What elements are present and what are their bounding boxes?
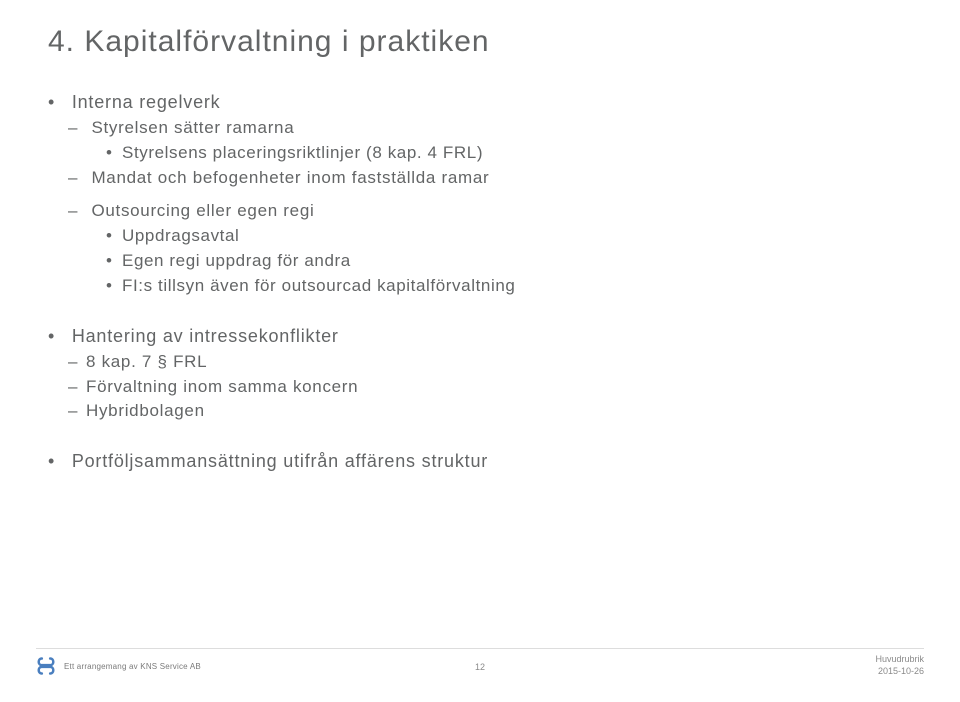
bullet-item: Hantering av intressekonflikter 8 kap. 7… bbox=[48, 326, 912, 424]
logo-icon bbox=[36, 656, 56, 676]
footer: Ett arrangemang av KNS Service AB 12 Huv… bbox=[0, 648, 960, 684]
sub-item: Mandat och befogenheter inom fastställda… bbox=[68, 167, 912, 190]
subsub-label: Uppdragsavtal bbox=[122, 226, 239, 245]
subsub-item: Styrelsens placeringsriktlinjer (8 kap. … bbox=[106, 142, 912, 165]
subsub-list: Uppdragsavtal Egen regi uppdrag för andr… bbox=[68, 225, 912, 298]
sub-item: Förvaltning inom samma koncern bbox=[68, 376, 912, 399]
sub-label: 8 kap. 7 § FRL bbox=[86, 352, 207, 371]
sub-label: Outsourcing eller egen regi bbox=[91, 201, 314, 220]
footer-left: Ett arrangemang av KNS Service AB bbox=[36, 656, 201, 676]
sub-label: Förvaltning inom samma koncern bbox=[86, 377, 358, 396]
subsub-label: Egen regi uppdrag för andra bbox=[122, 251, 351, 270]
sub-item: Hybridbolagen bbox=[68, 400, 912, 423]
subsub-item: Uppdragsavtal bbox=[106, 225, 912, 248]
page-number: 12 bbox=[475, 662, 485, 672]
footer-right-bottom: 2015-10-26 bbox=[875, 666, 924, 678]
bullet-label: Interna regelverk bbox=[72, 92, 221, 112]
sub-item: Styrelsen sätter ramarna Styrelsens plac… bbox=[68, 117, 912, 165]
footer-right: Huvudrubrik 2015-10-26 bbox=[875, 654, 924, 677]
subsub-label: FI:s tillsyn även för outsourcad kapital… bbox=[122, 276, 515, 295]
footer-left-text: Ett arrangemang av KNS Service AB bbox=[64, 662, 201, 671]
footer-right-top: Huvudrubrik bbox=[875, 654, 924, 666]
sub-item: Outsourcing eller egen regi Uppdragsavta… bbox=[68, 200, 912, 298]
bullet-label: Portföljsammansättning utifrån affärens … bbox=[72, 451, 488, 471]
sub-list: Outsourcing eller egen regi Uppdragsavta… bbox=[48, 200, 912, 298]
slide: 4. Kapitalförvaltning i praktiken Intern… bbox=[0, 0, 960, 702]
bullet-label: Hantering av intressekonflikter bbox=[72, 326, 339, 346]
subsub-list: Styrelsens placeringsriktlinjer (8 kap. … bbox=[68, 142, 912, 165]
sub-list: 8 kap. 7 § FRL Förvaltning inom samma ko… bbox=[48, 351, 912, 424]
sub-label: Mandat och befogenheter inom fastställda… bbox=[91, 168, 489, 187]
sub-item: 8 kap. 7 § FRL bbox=[68, 351, 912, 374]
bullet-item: Interna regelverk Styrelsen sätter ramar… bbox=[48, 92, 912, 298]
sub-label: Styrelsen sätter ramarna bbox=[91, 118, 294, 137]
bullet-item: Portföljsammansättning utifrån affärens … bbox=[48, 451, 912, 472]
subsub-item: FI:s tillsyn även för outsourcad kapital… bbox=[106, 275, 912, 298]
bullet-list: Interna regelverk Styrelsen sätter ramar… bbox=[48, 92, 912, 472]
subsub-label: Styrelsens placeringsriktlinjer (8 kap. … bbox=[122, 143, 483, 162]
sub-label: Hybridbolagen bbox=[86, 401, 205, 420]
footer-divider bbox=[36, 648, 924, 649]
slide-title: 4. Kapitalförvaltning i praktiken bbox=[48, 24, 912, 60]
sub-list: Styrelsen sätter ramarna Styrelsens plac… bbox=[48, 117, 912, 190]
subsub-item: Egen regi uppdrag för andra bbox=[106, 250, 912, 273]
